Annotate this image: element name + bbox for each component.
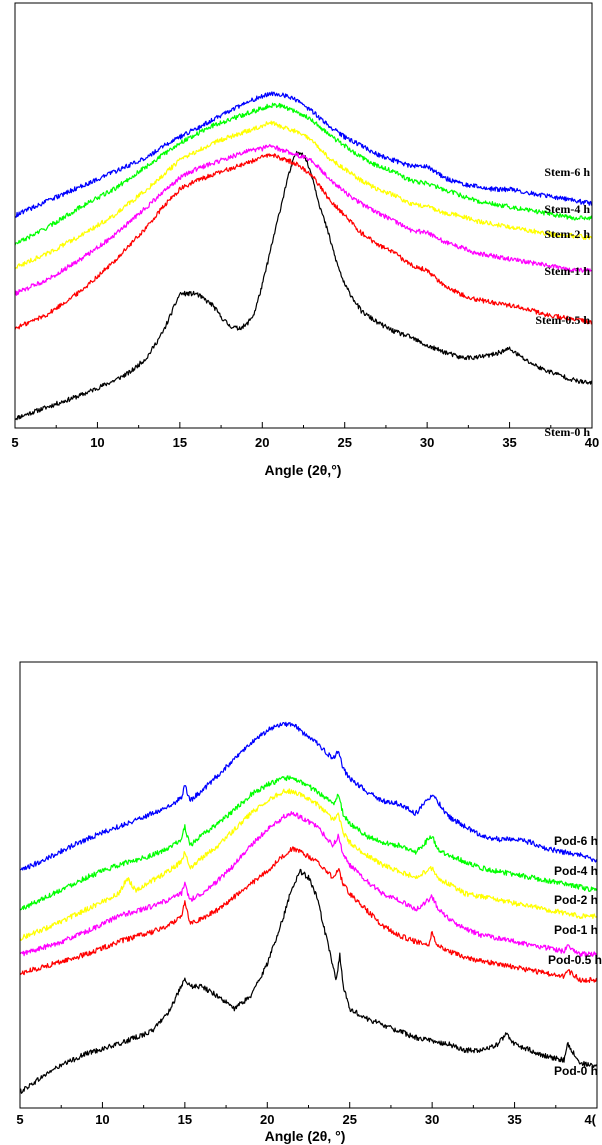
pod-x-tick-label: 5 — [16, 1112, 23, 1127]
pod-series-line-5 — [19, 721, 598, 871]
pod-x-tick-label: 4( — [584, 1112, 596, 1127]
pod-x-axis-label: Angle (2θ, °) — [265, 1128, 346, 1144]
stem-x-ticks: 5 10 15 20 25 30 35 40 — [11, 422, 599, 450]
stem-series-line-1 — [14, 153, 593, 330]
stem-x-tick-label: 30 — [420, 435, 434, 450]
pod-x-ticks: 5 10 15 20 25 30 35 4( — [16, 1102, 598, 1127]
stem-plot-frame — [14, 2, 593, 429]
stem-series-line-4 — [14, 102, 593, 246]
pod-x-tick-label: 20 — [260, 1112, 274, 1127]
stem-series-annotation: Stem-2 h — [544, 227, 590, 241]
stem-x-tick-label: 40 — [585, 435, 599, 450]
stem-x-tick-label: 5 — [11, 435, 18, 450]
pod-series-layer — [19, 721, 598, 1094]
pod-series-line-0 — [19, 868, 598, 1094]
chart-stem: 5 10 15 20 25 30 35 40 Stem-6 h Stem-4 h Stem-2 h… — [11, 2, 599, 478]
stem-series-annotation: Stem-0 h — [544, 425, 590, 439]
pod-x-tick-label: 15 — [178, 1112, 192, 1127]
stem-series-line-5 — [14, 91, 593, 218]
pod-series-line-3 — [19, 788, 598, 942]
pod-series-annotation: Pod-4 h — [554, 864, 598, 878]
stem-series-annotation: Stem-1 h — [544, 264, 590, 278]
pod-x-tick-label: 35 — [507, 1112, 521, 1127]
stem-series-annotation: Stem-4 h — [544, 202, 590, 216]
pod-series-annotation: Pod-1 h — [554, 923, 598, 937]
stem-series-line-2 — [14, 143, 593, 296]
pod-series-annotation: Pod-0 h — [554, 1064, 598, 1078]
pod-annotations: Pod-6 h Pod-4 h Pod-2 h Pod-1 h Pod-0.5 h Pod… — [548, 834, 602, 1078]
stem-series-annotation: Stem-6 h — [544, 165, 590, 179]
pod-plot-frame — [19, 661, 598, 1109]
pod-series-line-1 — [19, 846, 598, 984]
pod-series-annotation: Pod-6 h — [554, 834, 598, 848]
stem-x-tick-label: 15 — [173, 435, 187, 450]
stem-x-tick-label: 10 — [90, 435, 104, 450]
pod-series-line-4 — [19, 775, 598, 911]
stem-x-axis-label: Angle (2θ,°) — [265, 462, 342, 478]
stem-x-tick-label: 20 — [255, 435, 269, 450]
pod-x-tick-label: 25 — [342, 1112, 356, 1127]
stem-x-tick-label: 25 — [337, 435, 351, 450]
stem-x-tick-label: 35 — [502, 435, 516, 450]
pod-x-tick-label: 10 — [95, 1112, 109, 1127]
stem-series-annotation: Stem-0.5 h — [535, 313, 590, 327]
pod-series-line-2 — [19, 811, 598, 958]
pod-x-tick-label: 30 — [425, 1112, 439, 1127]
pod-series-annotation: Pod-0.5 h — [548, 953, 602, 967]
stem-annotations: Stem-6 h Stem-4 h Stem-2 h Stem-1 h Stem-0.5… — [535, 165, 590, 439]
stem-series-line-3 — [14, 120, 593, 270]
pod-series-annotation: Pod-2 h — [554, 893, 598, 907]
stem-series-layer — [14, 91, 593, 421]
